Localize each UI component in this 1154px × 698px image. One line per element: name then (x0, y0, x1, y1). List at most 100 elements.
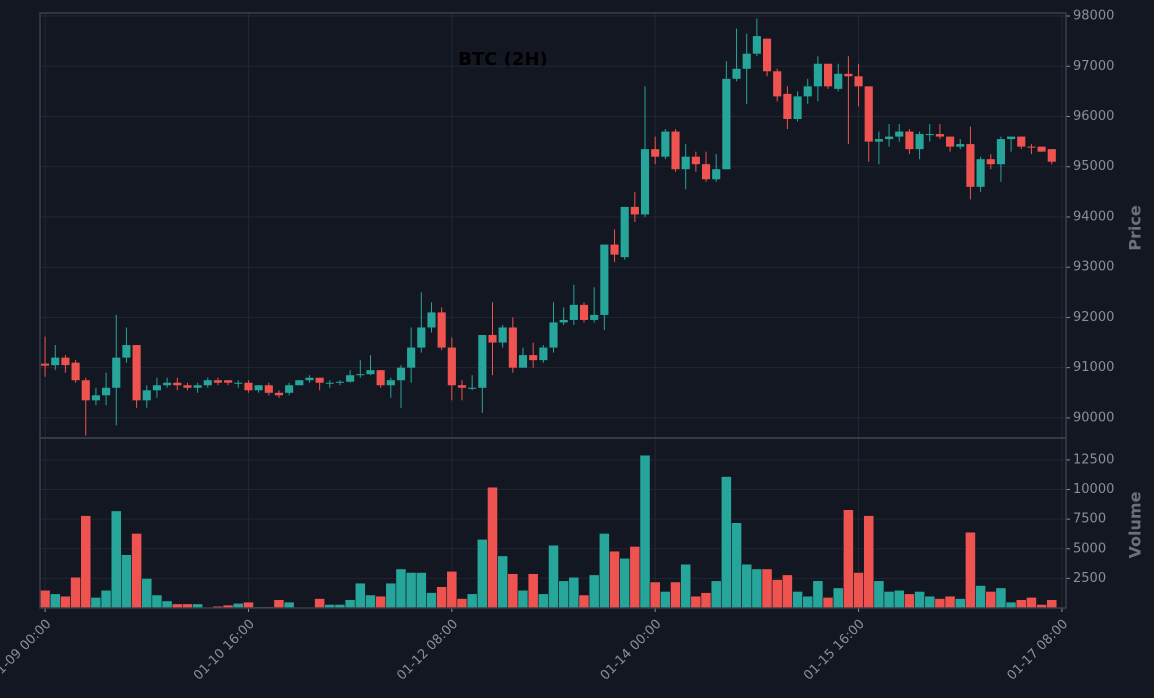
volume-bar (395, 568, 407, 609)
volume-tick-label: 12500 (1073, 452, 1114, 467)
volume-bar (944, 595, 956, 609)
candle-body (742, 53, 751, 69)
candle-body (864, 86, 873, 142)
volume-tick-label: 10000 (1073, 482, 1114, 497)
candle-body (701, 164, 711, 180)
candle-body (915, 134, 924, 150)
volume-bar (507, 573, 519, 609)
volume-bar (649, 581, 661, 609)
candle-body (346, 375, 355, 382)
volume-bar (344, 599, 356, 609)
candle-body (671, 131, 680, 170)
candle-body (620, 206, 629, 258)
candle-body (376, 370, 385, 386)
chart-title: BTC (2H) (458, 49, 548, 70)
volume-bar (853, 572, 864, 609)
candle-body (508, 327, 517, 368)
candle-body (407, 347, 416, 368)
volume-bar (558, 580, 570, 609)
candle-body (457, 385, 467, 388)
volume-bar (893, 589, 905, 609)
volume-bar (934, 598, 946, 609)
volume-bar (446, 570, 458, 609)
volume-bar (812, 580, 824, 609)
candle-body (681, 156, 690, 170)
volume-bar (314, 598, 326, 609)
volume-bar (761, 568, 773, 609)
volume-bar (476, 538, 488, 609)
candle-body (1017, 136, 1026, 147)
volume-bar (578, 594, 590, 609)
volume-bar (131, 533, 142, 609)
candle-body (925, 134, 934, 136)
volume-bar (680, 563, 692, 609)
candle-body (956, 144, 965, 147)
candle-body (132, 345, 141, 401)
volume-bar (487, 486, 498, 609)
y-tick-label: 96000 (1073, 109, 1114, 124)
candle-body (234, 382, 243, 384)
volume-frame (39, 437, 1067, 609)
candle-body (61, 357, 70, 366)
candle-body (417, 327, 426, 348)
volume-bar (354, 582, 366, 609)
candle-body (996, 139, 1005, 165)
candle-body (447, 347, 456, 386)
candle-body (854, 76, 863, 87)
candle-body (885, 136, 894, 140)
candle-body (81, 380, 90, 401)
candle-body (518, 355, 528, 368)
volume-bar (426, 592, 437, 609)
volume-bar (121, 554, 132, 609)
candle-body (1007, 136, 1016, 140)
candle-body (691, 156, 700, 165)
candle-body (142, 390, 151, 401)
volume-bar (243, 601, 254, 609)
candle-body (752, 36, 761, 54)
volume-bar (924, 595, 936, 609)
volume-bar (141, 578, 153, 609)
volume-bar (80, 515, 92, 609)
volume-bar (639, 454, 651, 609)
candle-body (569, 304, 578, 320)
y-tick-label: 97000 (1073, 59, 1114, 74)
volume-bar (598, 533, 610, 609)
y-tick-label: 93000 (1073, 260, 1114, 275)
volume-bar (415, 572, 427, 609)
candle-body (712, 169, 721, 180)
candle-body (437, 312, 446, 348)
candle-body (834, 73, 843, 89)
candle-body (478, 335, 487, 388)
volume-bar (161, 600, 173, 609)
candle-body (1037, 146, 1046, 152)
volume-bar (954, 598, 966, 609)
candle-body (122, 345, 131, 358)
candle-body (41, 363, 50, 366)
volume-bar (497, 555, 509, 609)
candle-body (813, 63, 822, 87)
volume-bar (771, 579, 783, 609)
volume-bar (710, 580, 722, 609)
volume-bar (914, 591, 925, 609)
candle-body (386, 380, 395, 386)
volume-axis-label: Volume (1126, 491, 1145, 558)
volume-bar (405, 572, 417, 609)
candle-body (91, 395, 100, 401)
volume-bar (975, 585, 986, 609)
volume-bar (588, 574, 600, 609)
volume-bar (568, 576, 580, 609)
y-tick-label: 91000 (1073, 360, 1114, 375)
volume-bar (517, 589, 529, 609)
candle-body (112, 357, 121, 388)
candle-body (315, 377, 324, 383)
volume-bar (1015, 599, 1027, 609)
candle-body (335, 381, 345, 383)
candle-body (651, 149, 660, 157)
candle-body (152, 385, 162, 391)
volume-bar (792, 591, 803, 609)
candle-body (803, 86, 812, 97)
volume-bar (690, 595, 702, 609)
candle-body (356, 374, 365, 376)
candle-body (274, 392, 284, 396)
